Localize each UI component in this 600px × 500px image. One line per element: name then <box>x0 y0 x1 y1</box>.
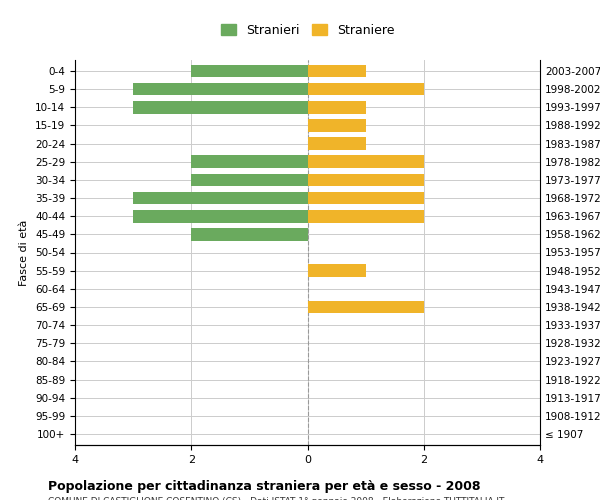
Bar <box>308 156 424 168</box>
Bar <box>133 210 308 222</box>
Y-axis label: Fasce di età: Fasce di età <box>19 220 29 286</box>
Bar <box>191 174 308 186</box>
Text: COMUNE DI CASTIGLIONE COSENTINO (CS) - Dati ISTAT 1° gennaio 2008 - Elaborazione: COMUNE DI CASTIGLIONE COSENTINO (CS) - D… <box>48 498 505 500</box>
Bar <box>308 210 424 222</box>
Bar <box>191 156 308 168</box>
Bar <box>308 137 365 150</box>
Bar <box>308 192 424 204</box>
Bar <box>308 101 365 114</box>
Bar <box>308 82 424 96</box>
Bar <box>308 264 365 277</box>
Bar <box>308 300 424 314</box>
Bar <box>308 64 365 78</box>
Bar <box>133 82 308 96</box>
Bar <box>308 174 424 186</box>
Bar <box>191 228 308 240</box>
Bar <box>133 192 308 204</box>
Bar <box>308 119 365 132</box>
Legend: Stranieri, Straniere: Stranieri, Straniere <box>217 20 398 40</box>
Bar <box>133 101 308 114</box>
Bar <box>191 64 308 78</box>
Text: Popolazione per cittadinanza straniera per età e sesso - 2008: Popolazione per cittadinanza straniera p… <box>48 480 481 493</box>
